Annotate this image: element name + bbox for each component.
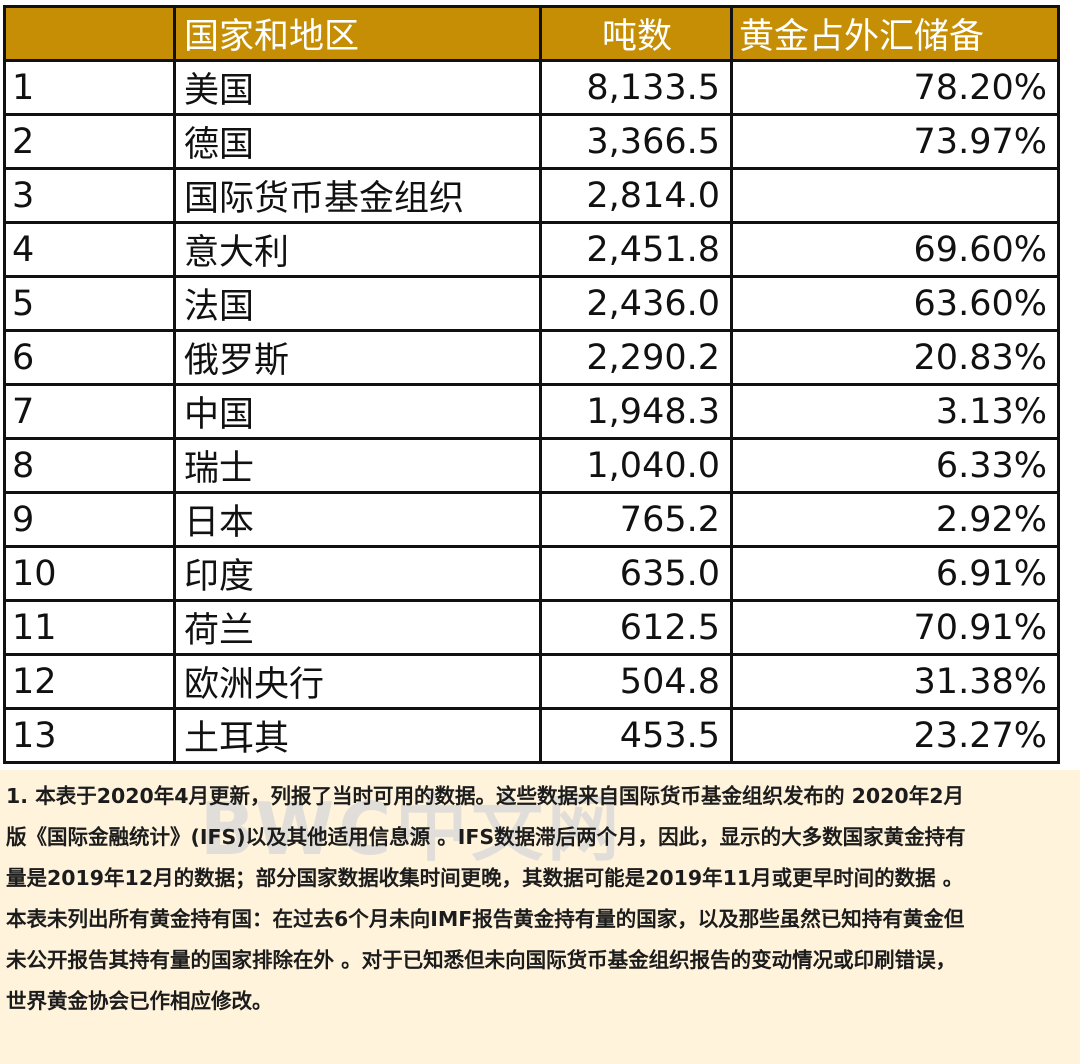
cell-rank: 10 [3,545,176,602]
cell-tonnes: 635.0 [539,545,733,602]
cell-tonnes: 2,814.0 [539,167,733,224]
cell-gold-share: 3.13% [730,383,1060,440]
footnotes-panel: BWC中文网 1. 本表于2020年4月更新，列报了当时可用的数据。这些数据来自… [0,770,1080,1064]
cell-country-name: 日本 [173,491,542,548]
table-row: 8 瑞士 1,040.0 6.33% [3,437,1060,494]
cell-country-name: 国际货币基金组织 [173,167,542,224]
cell-rank: 6 [3,329,176,386]
footnote-line: 版《国际金融统计》(IFS)以及其他适用信息源 。IFS数据滞后两个月，因此，显… [6,825,966,849]
cell-rank: 1 [3,59,176,116]
table-row: 7 中国 1,948.3 3.13% [3,383,1060,440]
header-gold-share-of-reserves: 黄金占外汇储备 [730,5,1060,62]
cell-tonnes: 612.5 [539,599,733,656]
table-row: 10 印度 635.0 6.91% [3,545,1060,602]
cell-tonnes: 765.2 [539,491,733,548]
cell-tonnes: 3,366.5 [539,113,733,170]
cell-gold-share: 69.60% [730,221,1060,278]
table-row: 12 欧洲央行 504.8 31.38% [3,653,1060,710]
table-row: 6 俄罗斯 2,290.2 20.83% [3,329,1060,386]
cell-country-name: 土耳其 [173,707,542,764]
footnote-paragraph-2: 本表未列出所有黄金持有国：在过去6个月未向IMF报告黄金持有量的国家，以及那些虽… [0,899,1080,1022]
table-row: 13 土耳其 453.5 23.27% [3,707,1060,764]
table-row: 11 荷兰 612.5 70.91% [3,599,1060,656]
cell-country-name: 荷兰 [173,599,542,656]
cell-rank: 3 [3,167,176,224]
cell-gold-share: 73.97% [730,113,1060,170]
footnote-line: 1. 本表于2020年4月更新，列报了当时可用的数据。这些数据来自国际货币基金组… [6,784,964,808]
cell-rank: 2 [3,113,176,170]
table-row: 1 美国 8,133.5 78.20% [3,59,1060,116]
header-rank [3,5,176,62]
cell-country-name: 俄罗斯 [173,329,542,386]
cell-gold-share: 2.92% [730,491,1060,548]
table-row: 4 意大利 2,451.8 69.60% [3,221,1060,278]
cell-country-name: 中国 [173,383,542,440]
cell-country-name: 欧洲央行 [173,653,542,710]
cell-country-name: 印度 [173,545,542,602]
cell-gold-share [730,167,1060,224]
footnote-line: 世界黄金协会已作相应修改。 [6,989,273,1013]
cell-gold-share: 20.83% [730,329,1060,386]
cell-tonnes: 2,451.8 [539,221,733,278]
cell-gold-share: 70.91% [730,599,1060,656]
table-row: 5 法国 2,436.0 63.60% [3,275,1060,332]
cell-gold-share: 6.33% [730,437,1060,494]
cell-tonnes: 2,436.0 [539,275,733,332]
table-body: 1 美国 8,133.5 78.20% 2 德国 3,366.5 73.97% 3 国际货币基金组… [3,59,1060,764]
cell-rank: 7 [3,383,176,440]
cell-tonnes: 2,290.2 [539,329,733,386]
cell-rank: 11 [3,599,176,656]
cell-rank: 5 [3,275,176,332]
cell-rank: 9 [3,491,176,548]
footnote-line: 量是2019年12月的数据；部分国家数据收集时间更晚，其数据可能是2019年11… [6,866,964,890]
cell-tonnes: 8,133.5 [539,59,733,116]
cell-rank: 8 [3,437,176,494]
header-country-region: 国家和地区 [173,5,542,62]
cell-gold-share: 31.38% [730,653,1060,710]
footnote-line: 本表未列出所有黄金持有国：在过去6个月未向IMF报告黄金持有量的国家，以及那些虽… [6,907,965,931]
cell-country-name: 意大利 [173,221,542,278]
header-tonnes: 吨数 [539,5,733,62]
cell-rank: 4 [3,221,176,278]
cell-gold-share: 6.91% [730,545,1060,602]
cell-country-name: 法国 [173,275,542,332]
gold-reserves-table: 国家和地区 吨数 黄金占外汇储备 1 美国 8,133.5 78.20% 2 德国 3,36… [3,5,1060,764]
cell-tonnes: 1,040.0 [539,437,733,494]
footnote-paragraph-1: 1. 本表于2020年4月更新，列报了当时可用的数据。这些数据来自国际货币基金组… [0,770,1080,899]
cell-gold-share: 23.27% [730,707,1060,764]
cell-gold-share: 78.20% [730,59,1060,116]
cell-country-name: 美国 [173,59,542,116]
table-row: 2 德国 3,366.5 73.97% [3,113,1060,170]
footnote-line: 未公开报告其持有量的国家排除在外 。对于已知悉但未向国际货币基金组织报告的变动情… [6,948,957,972]
cell-tonnes: 1,948.3 [539,383,733,440]
table-row: 9 日本 765.2 2.92% [3,491,1060,548]
table-row: 3 国际货币基金组织 2,814.0 [3,167,1060,224]
watermark: BWC中文网 [200,787,624,871]
cell-tonnes: 504.8 [539,653,733,710]
cell-tonnes: 453.5 [539,707,733,764]
cell-rank: 13 [3,707,176,764]
cell-country-name: 德国 [173,113,542,170]
cell-rank: 12 [3,653,176,710]
table-header-row: 国家和地区 吨数 黄金占外汇储备 [3,5,1060,62]
cell-gold-share: 63.60% [730,275,1060,332]
cell-country-name: 瑞士 [173,437,542,494]
